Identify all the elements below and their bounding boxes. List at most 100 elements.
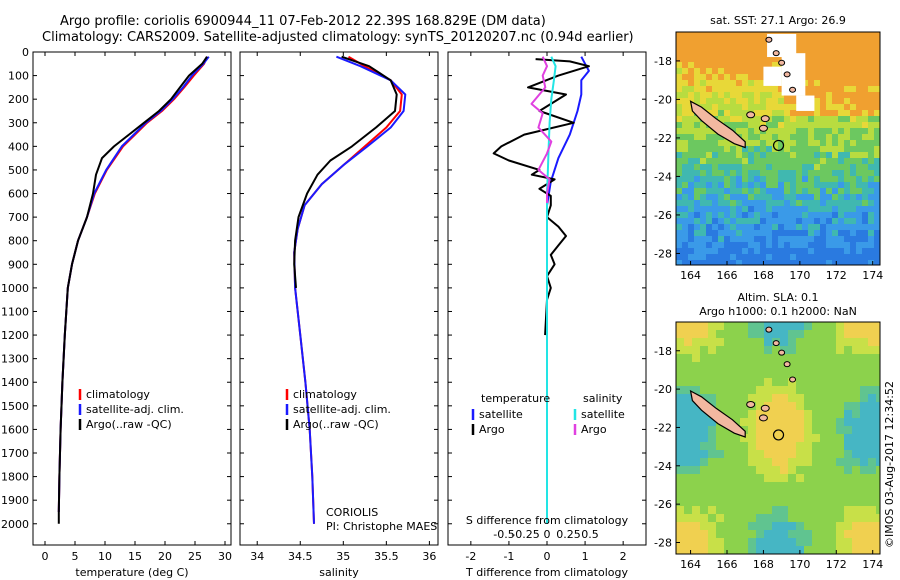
map-cell <box>804 442 813 451</box>
map-cell <box>780 506 789 515</box>
map-cell <box>692 322 701 331</box>
map-cell <box>694 74 701 81</box>
map-cell <box>766 212 773 219</box>
map-cell <box>778 152 785 159</box>
map-cell <box>780 466 789 475</box>
map-cell <box>676 338 685 347</box>
y-tick-label: 1700 <box>1 447 29 460</box>
map-cell <box>852 538 861 547</box>
map-cell <box>682 62 689 69</box>
map-cell <box>820 474 829 483</box>
map-cell <box>788 418 797 427</box>
map-cell <box>742 188 749 195</box>
map-cell <box>820 482 829 491</box>
map-cell <box>754 140 761 147</box>
map-cell <box>796 354 805 363</box>
map-cell <box>862 62 869 69</box>
map-cell <box>748 418 757 427</box>
map-cell <box>860 322 869 331</box>
map-cell <box>700 32 707 39</box>
map-cell <box>868 330 877 339</box>
map-cell <box>716 338 725 347</box>
map-cell <box>700 546 709 554</box>
map-cell <box>788 466 797 475</box>
map-cell <box>772 378 781 387</box>
map-cell <box>874 86 880 93</box>
map-cell <box>876 370 880 379</box>
x-tick-label: -1 <box>503 550 514 563</box>
map-cell <box>676 38 683 45</box>
map-cell <box>844 394 853 403</box>
map-cell <box>832 212 839 219</box>
map-cell <box>850 164 857 171</box>
map-cell <box>826 254 833 261</box>
map-cell <box>706 230 713 237</box>
map-cell <box>844 322 853 331</box>
map-cell <box>766 146 773 153</box>
map-cell <box>772 128 779 135</box>
map-cell <box>796 474 805 483</box>
map-cell <box>730 218 737 225</box>
map-cell <box>780 402 789 411</box>
map-cell <box>836 530 845 539</box>
map-cell <box>868 490 877 499</box>
map-cell <box>700 122 707 129</box>
map-cell <box>748 200 755 207</box>
map-cell <box>814 200 821 207</box>
map-cell <box>754 38 761 45</box>
map-cell <box>814 68 821 75</box>
island-loyalty <box>760 115 770 123</box>
no-data-patch <box>781 53 806 96</box>
map-cell <box>764 418 773 427</box>
map-cell <box>682 188 689 195</box>
map-cell <box>732 354 741 363</box>
map-cell <box>694 146 701 153</box>
map-cell <box>732 378 741 387</box>
map-cell <box>844 164 851 171</box>
map-cell <box>778 248 785 255</box>
map-cell <box>844 56 851 63</box>
map-cell <box>788 522 797 531</box>
map-cell <box>820 74 827 81</box>
map-cell <box>778 158 785 165</box>
map-cell <box>796 158 803 165</box>
map-cell <box>796 394 805 403</box>
map-cell <box>740 378 749 387</box>
map-cell <box>764 426 773 435</box>
map-cell <box>850 242 857 249</box>
map-cell <box>764 370 773 379</box>
map-cell <box>868 128 875 135</box>
map-cell <box>820 56 827 63</box>
map-cell <box>730 212 737 219</box>
map-cell <box>700 158 707 165</box>
map-cell <box>700 248 707 255</box>
map-cell <box>796 134 803 141</box>
map-cell <box>760 68 767 75</box>
map-cell <box>688 74 695 81</box>
map-cell <box>862 80 869 87</box>
map-cell <box>732 338 741 347</box>
map-cell <box>844 506 853 515</box>
map-cell <box>796 32 803 39</box>
map-cell <box>838 104 845 111</box>
map-cell <box>740 530 749 539</box>
top-axis-tick-label: 0.25 <box>556 528 581 541</box>
map-cell <box>730 188 737 195</box>
map-cell <box>708 466 717 475</box>
map-cell <box>716 362 725 371</box>
map-cell <box>832 248 839 255</box>
map-cell <box>832 230 839 237</box>
map-cell <box>682 182 689 189</box>
map-cell <box>820 158 827 165</box>
map-cell <box>778 182 785 189</box>
map-cell <box>868 362 877 371</box>
map-cell <box>868 338 877 347</box>
map-cell <box>788 434 797 443</box>
map-cell <box>826 170 833 177</box>
map-cell <box>838 98 845 105</box>
map-cell <box>862 200 869 207</box>
map-cell <box>814 146 821 153</box>
map-cell <box>708 458 717 467</box>
map-cell <box>700 68 707 75</box>
map-cell <box>876 378 880 387</box>
